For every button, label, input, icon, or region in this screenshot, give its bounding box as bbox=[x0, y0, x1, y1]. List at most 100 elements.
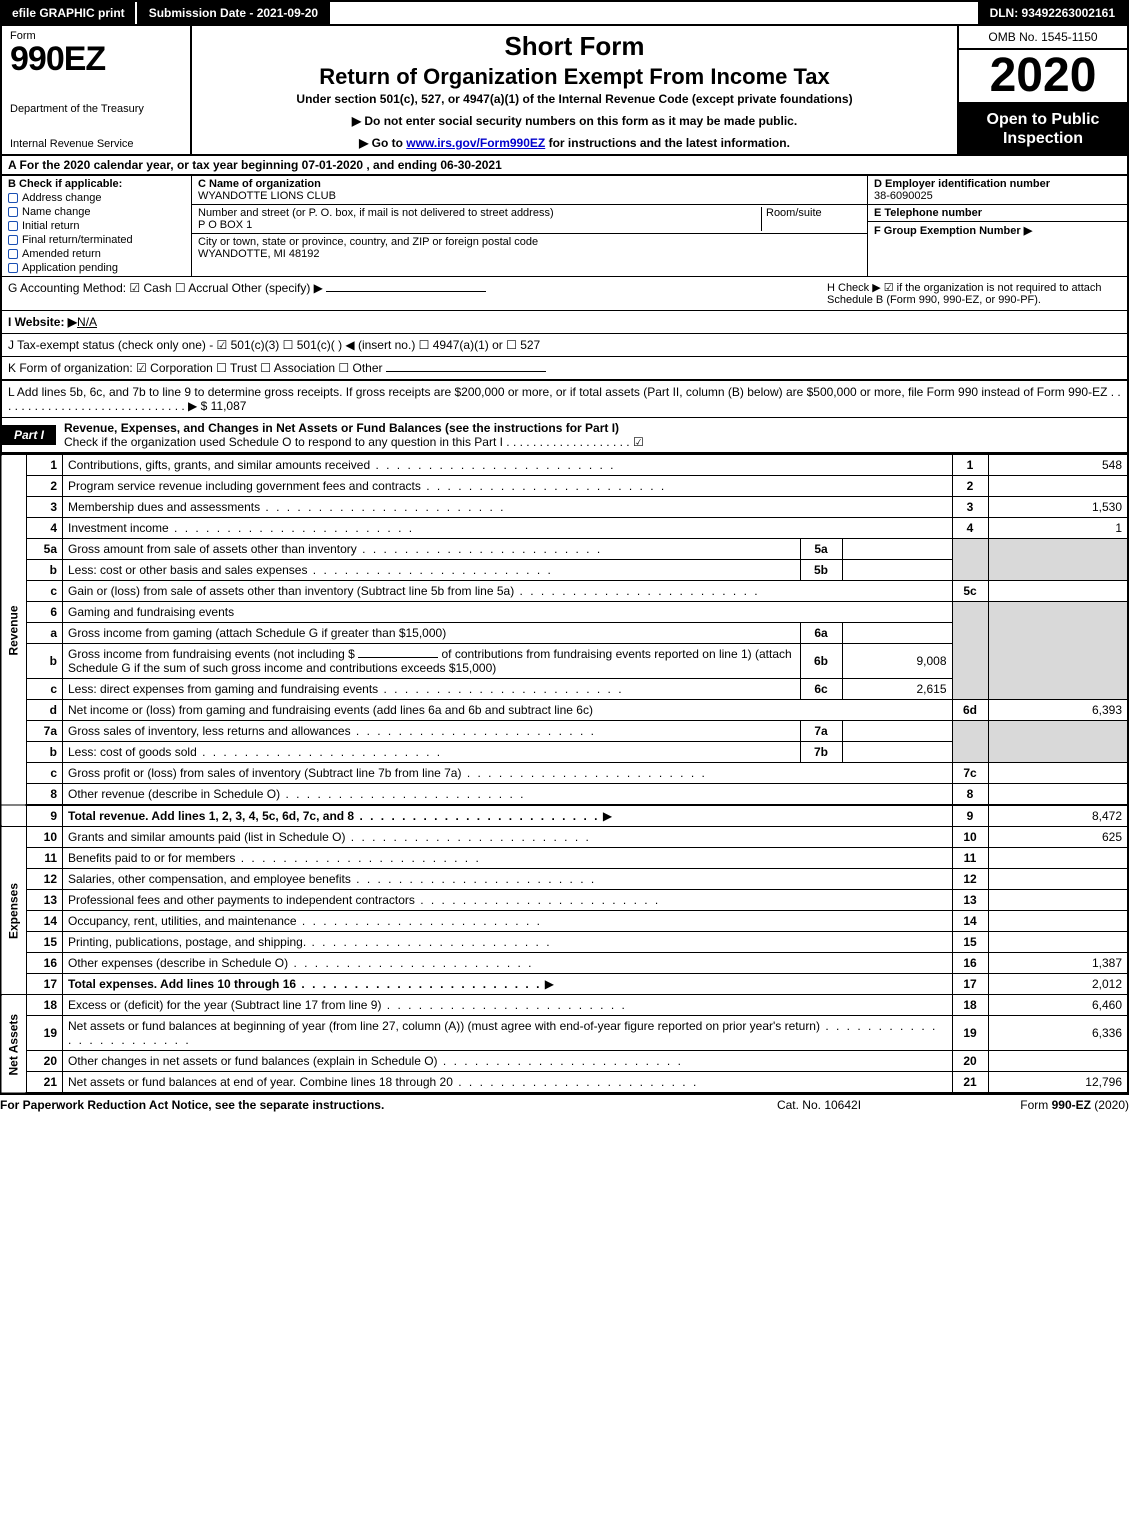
org-name-row: C Name of organization WYANDOTTE LIONS C… bbox=[192, 176, 867, 205]
catalog-number: Cat. No. 10642I bbox=[709, 1098, 929, 1112]
ein-value: 38-6090025 bbox=[874, 190, 1121, 202]
website-value: N/A bbox=[77, 315, 97, 329]
linenum: 10 bbox=[27, 827, 63, 848]
efile-print-button[interactable]: efile GRAPHIC print bbox=[2, 2, 137, 24]
linenum: 20 bbox=[27, 1051, 63, 1072]
amount: 548 bbox=[988, 455, 1128, 476]
desc: Gross sales of inventory, less returns a… bbox=[63, 721, 801, 742]
colnum: 15 bbox=[952, 932, 988, 953]
desc: Excess or (deficit) for the year (Subtra… bbox=[63, 995, 953, 1016]
section-a-period: A For the 2020 calendar year, or tax yea… bbox=[0, 156, 1129, 176]
amount: 12,796 bbox=[988, 1072, 1128, 1094]
subval: 9,008 bbox=[842, 644, 952, 679]
instruction-1: ▶ Do not enter social security numbers o… bbox=[202, 114, 947, 128]
shaded-cell bbox=[988, 539, 1128, 581]
row-4: 4 Investment income 4 1 bbox=[1, 518, 1128, 539]
colnum: 3 bbox=[952, 497, 988, 518]
shaded-cell bbox=[988, 721, 1128, 763]
row-15: 15 Printing, publications, postage, and … bbox=[1, 932, 1128, 953]
amount: 2,012 bbox=[988, 974, 1128, 995]
topbar: efile GRAPHIC print Submission Date - 20… bbox=[0, 0, 1129, 26]
row-11: 11 Benefits paid to or for members 11 bbox=[1, 848, 1128, 869]
linenum: 21 bbox=[27, 1072, 63, 1094]
row-1: Revenue 1 Contributions, gifts, grants, … bbox=[1, 455, 1128, 476]
irs-link[interactable]: www.irs.gov/Form990EZ bbox=[406, 136, 545, 150]
linenum: 18 bbox=[27, 995, 63, 1016]
linenum: 13 bbox=[27, 890, 63, 911]
cb-label: Final return/terminated bbox=[22, 234, 133, 246]
linenum: c bbox=[27, 581, 63, 602]
cb-final-return[interactable]: Final return/terminated bbox=[8, 234, 185, 246]
row-2: 2 Program service revenue including gove… bbox=[1, 476, 1128, 497]
cb-label: Name change bbox=[22, 206, 91, 218]
cb-name-change[interactable]: Name change bbox=[8, 206, 185, 218]
colnum: 10 bbox=[952, 827, 988, 848]
colnum: 14 bbox=[952, 911, 988, 932]
amount: 6,460 bbox=[988, 995, 1128, 1016]
contrib-amount-input[interactable] bbox=[358, 657, 438, 658]
meta-l-row: L Add lines 5b, 6c, and 7b to line 9 to … bbox=[0, 381, 1129, 417]
desc: Gross income from gaming (attach Schedul… bbox=[63, 623, 801, 644]
website-line: I Website: ▶N/A bbox=[8, 315, 1121, 329]
gross-receipts-line: L Add lines 5b, 6c, and 7b to line 9 to … bbox=[8, 385, 1121, 413]
shaded-cell bbox=[952, 721, 988, 763]
desc: Benefits paid to or for members bbox=[63, 848, 953, 869]
desc: Total revenue. Add lines 1, 2, 3, 4, 5c,… bbox=[63, 805, 953, 827]
cb-application-pending[interactable]: Application pending bbox=[8, 262, 185, 274]
row-3: 3 Membership dues and assessments 3 1,53… bbox=[1, 497, 1128, 518]
cb-address-change[interactable]: Address change bbox=[8, 192, 185, 204]
colnum: 9 bbox=[952, 805, 988, 827]
linenum: 11 bbox=[27, 848, 63, 869]
linenum: 4 bbox=[27, 518, 63, 539]
desc: Other expenses (describe in Schedule O) bbox=[63, 953, 953, 974]
linenum: b bbox=[27, 644, 63, 679]
cb-initial-return[interactable]: Initial return bbox=[8, 220, 185, 232]
dln-label: DLN: 93492263002161 bbox=[978, 2, 1127, 24]
desc: Gross profit or (loss) from sales of inv… bbox=[63, 763, 953, 784]
colnum: 6d bbox=[952, 700, 988, 721]
desc: Occupancy, rent, utilities, and maintena… bbox=[63, 911, 953, 932]
colnum: 20 bbox=[952, 1051, 988, 1072]
linenum: b bbox=[27, 560, 63, 581]
cb-amended-return[interactable]: Amended return bbox=[8, 248, 185, 260]
amount: 1 bbox=[988, 518, 1128, 539]
desc: Salaries, other compensation, and employ… bbox=[63, 869, 953, 890]
submission-date: Submission Date - 2021-09-20 bbox=[137, 2, 330, 24]
amount bbox=[988, 932, 1128, 953]
linenum: 6 bbox=[27, 602, 63, 623]
meta-i-row: I Website: ▶N/A bbox=[0, 311, 1129, 334]
cb-label: Application pending bbox=[22, 262, 118, 274]
desc: Total expenses. Add lines 10 through 16 … bbox=[63, 974, 953, 995]
g-other-input[interactable] bbox=[326, 291, 486, 292]
header-right: OMB No. 1545-1150 2020 Open to Public In… bbox=[957, 26, 1127, 154]
subval bbox=[842, 539, 952, 560]
subnum: 6a bbox=[800, 623, 842, 644]
col-b-title: B Check if applicable: bbox=[8, 178, 185, 190]
checkbox-icon bbox=[8, 249, 18, 259]
desc: Net income or (loss) from gaming and fun… bbox=[63, 700, 953, 721]
colnum: 4 bbox=[952, 518, 988, 539]
linenum: 1 bbox=[27, 455, 63, 476]
colnum: 17 bbox=[952, 974, 988, 995]
shaded-cell bbox=[952, 602, 988, 700]
amount bbox=[988, 1051, 1128, 1072]
topbar-spacer bbox=[330, 2, 977, 24]
cb-label: Amended return bbox=[22, 248, 101, 260]
linenum: 2 bbox=[27, 476, 63, 497]
street-row: Number and street (or P. O. box, if mail… bbox=[192, 205, 867, 234]
subnum: 6c bbox=[800, 679, 842, 700]
colnum: 5c bbox=[952, 581, 988, 602]
desc: Less: cost or other basis and sales expe… bbox=[63, 560, 801, 581]
colnum: 7c bbox=[952, 763, 988, 784]
subnum: 5a bbox=[800, 539, 842, 560]
row-18: Net Assets 18 Excess or (deficit) for th… bbox=[1, 995, 1128, 1016]
instruction-2: ▶ Go to www.irs.gov/Form990EZ for instru… bbox=[202, 136, 947, 150]
linenum: d bbox=[27, 700, 63, 721]
paperwork-notice: For Paperwork Reduction Act Notice, see … bbox=[0, 1098, 709, 1112]
colnum: 8 bbox=[952, 784, 988, 806]
k-other-input[interactable] bbox=[386, 371, 546, 372]
linenum: 9 bbox=[27, 805, 63, 827]
row-9: 9 Total revenue. Add lines 1, 2, 3, 4, 5… bbox=[1, 805, 1128, 827]
dept-irs: Internal Revenue Service bbox=[10, 138, 182, 150]
checkbox-icon bbox=[8, 207, 18, 217]
